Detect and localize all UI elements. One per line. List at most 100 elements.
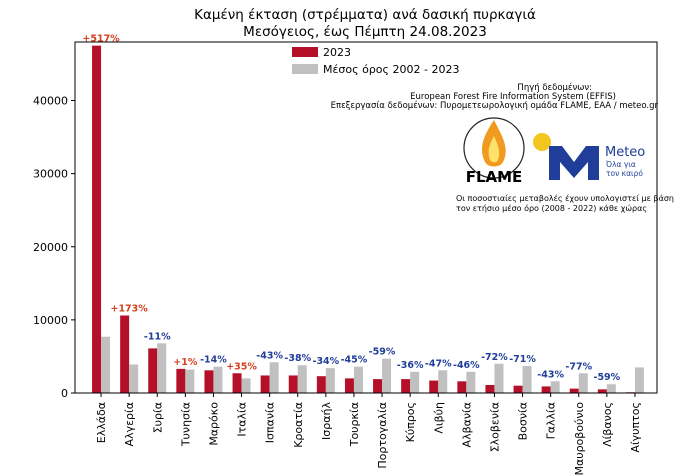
change-label: -43% bbox=[537, 369, 564, 380]
change-label: -47% bbox=[425, 358, 452, 369]
category-label: Κροατία bbox=[292, 402, 305, 448]
category-label: Βοσνία bbox=[517, 402, 530, 440]
change-label: -43% bbox=[256, 350, 283, 361]
bar-average bbox=[269, 362, 279, 393]
category-label: Ισραήλ bbox=[320, 402, 333, 440]
category-label: Αίγυπτος bbox=[629, 402, 642, 453]
y-tick-label: 10000 bbox=[33, 314, 68, 327]
bar-average bbox=[410, 371, 420, 393]
change-label: -45% bbox=[341, 355, 368, 366]
category-label: Κύπρος bbox=[404, 402, 417, 442]
flame-logo: FLAME bbox=[463, 117, 525, 186]
category-label: Λίβανος bbox=[601, 402, 614, 447]
meteo-logo: Meteo Όλα για τον καιρό bbox=[533, 133, 645, 180]
change-label: -34% bbox=[313, 356, 340, 367]
y-tick-label: 20000 bbox=[33, 241, 68, 254]
category-label: Μαρόκο bbox=[207, 402, 220, 446]
meteo-m-icon bbox=[549, 146, 599, 180]
change-label: -77% bbox=[565, 361, 592, 372]
bar-2023 bbox=[401, 379, 411, 393]
change-labels: +517%+173%-11%+1% -14%+35%-43% -38% -34% -45… bbox=[82, 34, 620, 384]
change-label: -38% bbox=[284, 353, 311, 364]
legend-label-average: Μέσος όρος 2002 - 2023 bbox=[323, 63, 459, 76]
bar-average bbox=[353, 366, 363, 393]
bar-average bbox=[157, 343, 167, 393]
bar-average bbox=[466, 371, 476, 393]
change-label: +1% bbox=[173, 357, 198, 368]
data-source: Πηγή δεδομένων: European Forest Fire Inf… bbox=[331, 82, 659, 111]
change-label: -36% bbox=[397, 360, 424, 371]
bars bbox=[92, 45, 644, 397]
legend-swatch-2023 bbox=[292, 47, 318, 57]
bar-average bbox=[101, 336, 111, 393]
category-label: Τυνησία bbox=[179, 402, 192, 447]
bar-2023 bbox=[569, 388, 579, 393]
change-label: +35% bbox=[226, 361, 257, 372]
category-label: Μαυροβούνιο bbox=[573, 402, 586, 476]
bar-average bbox=[634, 367, 644, 393]
bar-2023 bbox=[513, 385, 523, 393]
y-tick-label: 30000 bbox=[33, 168, 68, 181]
category-label: Λιβύη bbox=[432, 402, 445, 434]
category-label: Πορτογαλία bbox=[376, 402, 389, 469]
legend-label-2023: 2023 bbox=[323, 46, 351, 59]
change-label: -71% bbox=[509, 354, 536, 365]
change-label: +173% bbox=[110, 303, 148, 314]
legend-swatch-average bbox=[292, 64, 318, 74]
bar-average bbox=[550, 381, 560, 393]
bar-2023 bbox=[204, 370, 214, 393]
y-tick-label: 40000 bbox=[33, 95, 68, 108]
flame-inner-icon bbox=[488, 136, 500, 163]
bar-2023 bbox=[92, 45, 102, 393]
flame-logo-ring bbox=[463, 117, 525, 179]
bar-average bbox=[606, 384, 616, 393]
bar-2023 bbox=[288, 375, 298, 393]
y-axis: 0 10000 20000 30000 40000 bbox=[33, 95, 75, 400]
note-line-1: Οι ποσοστιαίες μεταβολές έχουν υπολογιστ… bbox=[456, 193, 674, 203]
bar-2023 bbox=[344, 378, 354, 393]
change-label: +517% bbox=[82, 34, 120, 45]
category-label: Γαλλία bbox=[545, 402, 558, 439]
plot-frame bbox=[74, 41, 658, 394]
bar-2023 bbox=[232, 373, 242, 393]
bar-2023 bbox=[120, 315, 130, 393]
bar-2023 bbox=[373, 379, 383, 393]
bar-2023 bbox=[457, 381, 467, 393]
legend: 2023 Μέσος όρος 2002 - 2023 bbox=[292, 46, 459, 76]
bar-2023 bbox=[148, 348, 158, 393]
change-label: -72% bbox=[481, 352, 508, 363]
meteo-logo-text: Meteo bbox=[605, 145, 645, 160]
bar-average bbox=[325, 368, 335, 393]
source-line-3: Επεξεργασία δεδομένων: Πυρομετεωρολογική… bbox=[331, 100, 659, 111]
category-label: Αλβανία bbox=[460, 402, 473, 447]
bar-2023 bbox=[316, 376, 326, 393]
source-line-1: Πηγή δεδομένων: bbox=[517, 82, 592, 93]
flame-logo-text: FLAME bbox=[466, 168, 523, 186]
category-label: Τουρκία bbox=[348, 402, 361, 447]
category-label: Συρία bbox=[151, 402, 164, 433]
category-labels: Ελλάδα Αλγερία Συρία Τυνησία Μαρόκο Ιταλία Ισπ… bbox=[95, 402, 642, 476]
bar-average bbox=[438, 370, 448, 393]
bar-2023 bbox=[260, 375, 270, 393]
category-label: Ισπανία bbox=[264, 402, 277, 443]
bar-average bbox=[213, 366, 223, 393]
category-label: Σλοβενία bbox=[488, 402, 501, 452]
chart-title-line-2: Μεσόγειος, έως Πέμπτη 24.08.2023 bbox=[243, 24, 487, 40]
meteo-logo-subtitle-1: Όλα για bbox=[605, 160, 636, 169]
change-label: -59% bbox=[369, 347, 396, 358]
bar-average bbox=[382, 358, 392, 393]
bar-average bbox=[297, 365, 307, 393]
category-label: Αλγερία bbox=[123, 402, 136, 446]
bar-average bbox=[494, 363, 504, 393]
y-tick-label: 0 bbox=[61, 387, 68, 400]
chart-title-line-1: Καμένη έκταση (στρέμματα) ανά δασική πυρ… bbox=[194, 7, 536, 23]
bar-2023 bbox=[485, 384, 495, 393]
meteo-logo-subtitle-2: τον καιρό bbox=[606, 169, 643, 178]
sun-icon bbox=[533, 133, 551, 151]
source-line-2: European Forest Fire Information System … bbox=[410, 92, 616, 102]
bar-average bbox=[185, 369, 195, 393]
bar-average bbox=[522, 365, 532, 393]
change-label: -11% bbox=[144, 331, 171, 342]
change-label: -59% bbox=[594, 372, 621, 383]
